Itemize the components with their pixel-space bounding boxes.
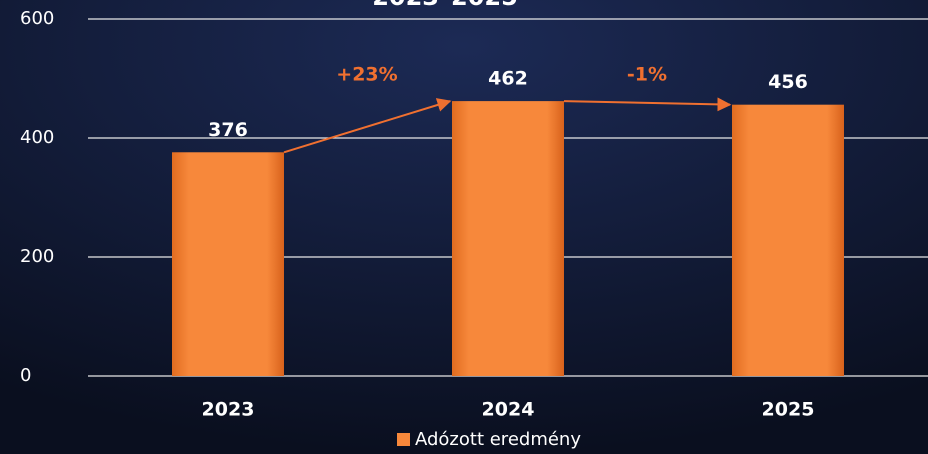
data-label: 456 bbox=[768, 71, 808, 93]
bar bbox=[452, 101, 564, 377]
x-tick-label: 2023 bbox=[202, 399, 255, 421]
bar bbox=[172, 152, 284, 376]
data-label: 376 bbox=[208, 119, 248, 141]
annotation-arrow bbox=[563, 97, 732, 112]
bar bbox=[732, 104, 844, 377]
legend-swatch bbox=[397, 433, 410, 446]
annotation: -1% bbox=[627, 64, 667, 86]
x-tick-label: 2025 bbox=[762, 399, 815, 421]
y-tick-label: 600 bbox=[20, 8, 54, 29]
annotation-arrow bbox=[283, 98, 452, 154]
y-tick-label: 0 bbox=[20, 365, 31, 386]
data-label: 462 bbox=[488, 68, 528, 90]
y-tick-label: 400 bbox=[20, 127, 54, 148]
annotation: +23% bbox=[336, 64, 397, 86]
y-tick-label: 200 bbox=[20, 246, 54, 267]
legend-label: Adózott eredmény bbox=[415, 429, 581, 450]
chart-title: 2023–2025 bbox=[372, 0, 518, 11]
x-tick-label: 2024 bbox=[482, 399, 535, 421]
